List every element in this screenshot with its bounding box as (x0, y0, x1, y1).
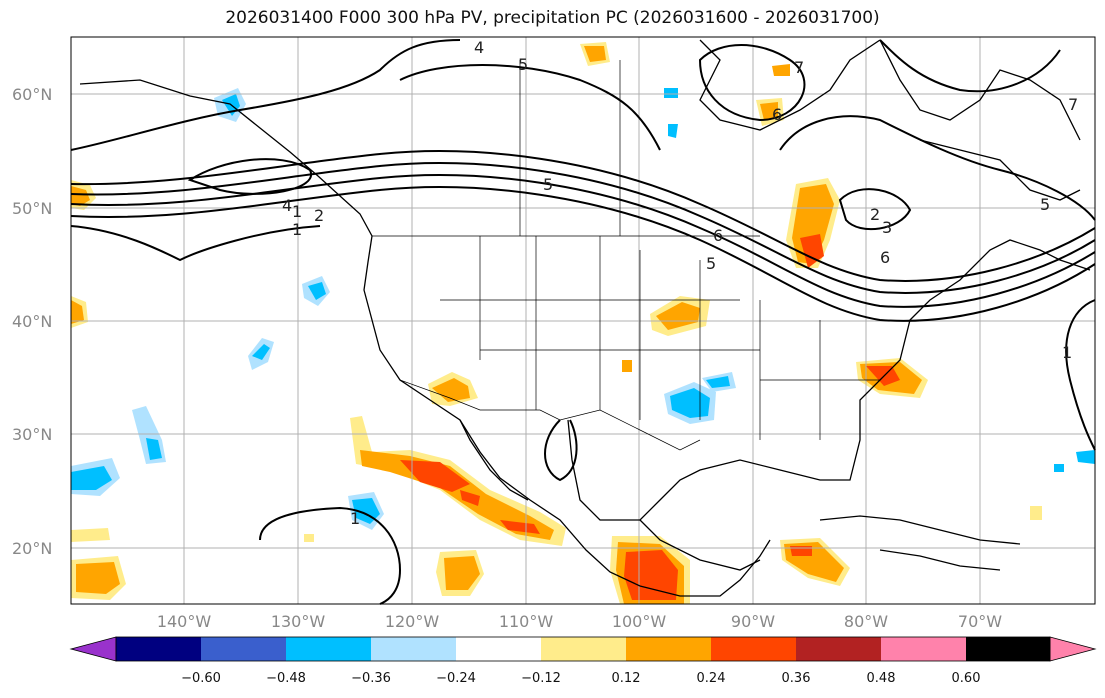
lat-label: 40°N (12, 312, 52, 331)
contour-label: 2 (314, 206, 324, 225)
colorbar-ticks: −0.60 −0.48 −0.36 −0.24 −0.12 0.12 0.24 … (181, 671, 980, 686)
contour-label: 2 (870, 205, 880, 224)
contour-label-group: 4 5 1 5 4 2 1 6 5 7 6 2 3 6 5 1 7 1 (282, 38, 1078, 528)
contour-label: 6 (880, 248, 890, 267)
colorbar-bin (711, 637, 796, 661)
lat-label: 60°N (12, 85, 52, 104)
latitude-labels: 60°N 50°N 40°N 30°N 20°N (12, 85, 52, 558)
contour-label: 1 (1062, 343, 1072, 362)
colorbar: −0.60 −0.48 −0.36 −0.24 −0.12 0.12 0.24 … (69, 636, 1097, 686)
colorbar-bin (286, 637, 371, 661)
contour-label: 7 (794, 58, 804, 77)
colorbar-tick-label: −0.48 (266, 671, 306, 686)
colorbar-bin (796, 637, 881, 661)
colorbar-tick-label: −0.60 (181, 671, 221, 686)
political-borders (372, 60, 880, 451)
colorbar-bin (541, 637, 626, 661)
contour-label: 6 (713, 226, 723, 245)
colorbar-bin (116, 637, 201, 661)
lon-label: 140°W (157, 612, 212, 631)
longitude-labels: 140°W 130°W 120°W 110°W 100°W 90°W 80°W … (157, 612, 1002, 631)
colorbar-bin (201, 637, 286, 661)
colorbar-bin (456, 637, 541, 661)
graticule (71, 37, 1095, 604)
colorbar-bin (881, 637, 966, 661)
lat-label: 20°N (12, 539, 52, 558)
map-plot-area: 4 5 1 5 4 2 1 6 5 7 6 2 3 6 5 1 7 1 (70, 36, 1096, 605)
colorbar-extend-high (1049, 636, 1097, 662)
colorbar-tick-label: 0.24 (697, 671, 726, 686)
lon-label: 90°W (731, 612, 775, 631)
contour-label: 1 (350, 509, 360, 528)
colorbar-bin (966, 637, 1050, 661)
lon-label: 120°W (385, 612, 440, 631)
lon-label: 110°W (499, 612, 554, 631)
contour-label: 4 (282, 196, 292, 215)
contour-label: 5 (1040, 195, 1050, 214)
colorbar-tick-label: 0.12 (612, 671, 641, 686)
contour-label: 5 (518, 55, 528, 74)
colorbar-tick-label: 0.36 (782, 671, 811, 686)
lon-label: 130°W (271, 612, 326, 631)
colorbar-tick-label: 0.48 (867, 671, 896, 686)
lat-label: 50°N (12, 199, 52, 218)
contour-label: 1 (292, 202, 302, 221)
lon-label: 80°W (844, 612, 888, 631)
colorbar-extend-low (69, 636, 117, 662)
colorbar-tick-label: −0.24 (436, 671, 476, 686)
colorbar-tick-label: −0.12 (521, 671, 561, 686)
contour-label: 4 (474, 38, 484, 57)
colorbar-bin (626, 637, 711, 661)
contour-label: 7 (1068, 95, 1078, 114)
contour-label: 5 (543, 175, 553, 194)
lon-label: 100°W (612, 612, 667, 631)
map-title: 2026031400 F000 300 hPa PV, precipitatio… (225, 8, 880, 28)
pv-contours (70, 39, 1096, 605)
contour-label: 3 (882, 218, 892, 237)
contour-label: 5 (706, 254, 716, 273)
colorbar-tick-label: −0.36 (351, 671, 391, 686)
contour-label: 1 (292, 220, 302, 239)
lat-label: 30°N (12, 425, 52, 444)
contour-label: 6 (772, 105, 782, 124)
colorbar-bin (371, 637, 456, 661)
plot-frame (70, 36, 1096, 605)
lon-label: 70°W (958, 612, 1002, 631)
colorbar-tick-label: 0.60 (952, 671, 981, 686)
